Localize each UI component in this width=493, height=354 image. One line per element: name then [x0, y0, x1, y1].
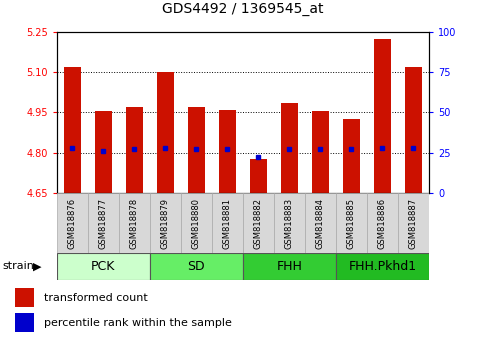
Bar	[188, 107, 205, 193]
Text: GSM818878: GSM818878	[130, 198, 139, 249]
Bar	[88, 193, 119, 253]
Text: FHH: FHH	[277, 260, 302, 273]
Bar	[64, 67, 81, 193]
Bar	[95, 111, 112, 193]
Text: SD: SD	[187, 260, 205, 273]
Bar	[374, 39, 391, 193]
Text: transformed count: transformed count	[43, 293, 147, 303]
Bar	[15, 289, 34, 307]
Bar	[181, 193, 212, 253]
Bar	[398, 193, 429, 253]
Bar	[243, 193, 274, 253]
Bar	[281, 103, 298, 193]
Text: GSM818877: GSM818877	[99, 198, 108, 249]
Text: ▶: ▶	[33, 261, 41, 272]
Bar	[305, 193, 336, 253]
Text: GSM818881: GSM818881	[223, 198, 232, 249]
Bar	[57, 193, 88, 253]
Bar	[274, 193, 305, 253]
Text: GSM818885: GSM818885	[347, 198, 356, 249]
Bar	[150, 193, 181, 253]
Text: GSM818880: GSM818880	[192, 198, 201, 249]
Text: GDS4492 / 1369545_at: GDS4492 / 1369545_at	[162, 2, 323, 16]
Text: GSM818884: GSM818884	[316, 198, 325, 249]
Text: percentile rank within the sample: percentile rank within the sample	[43, 318, 232, 328]
Bar	[212, 193, 243, 253]
Text: GSM818882: GSM818882	[254, 198, 263, 249]
Bar	[250, 159, 267, 193]
Bar	[119, 193, 150, 253]
Bar	[157, 72, 174, 193]
Bar	[150, 253, 243, 280]
Bar	[336, 253, 429, 280]
Bar	[57, 253, 150, 280]
Text: strain: strain	[2, 261, 35, 272]
Text: GSM818887: GSM818887	[409, 198, 418, 249]
Bar	[367, 193, 398, 253]
Text: GSM818879: GSM818879	[161, 198, 170, 249]
Bar	[405, 67, 422, 193]
Text: FHH.Pkhd1: FHH.Pkhd1	[349, 260, 417, 273]
Bar	[219, 110, 236, 193]
Bar	[343, 119, 360, 193]
Text: GSM818886: GSM818886	[378, 198, 387, 249]
Text: GSM818876: GSM818876	[68, 198, 77, 249]
Bar	[312, 111, 329, 193]
Bar	[243, 253, 336, 280]
Bar	[15, 313, 34, 332]
Bar	[126, 107, 143, 193]
Text: PCK: PCK	[91, 260, 115, 273]
Text: GSM818883: GSM818883	[285, 198, 294, 249]
Bar	[336, 193, 367, 253]
